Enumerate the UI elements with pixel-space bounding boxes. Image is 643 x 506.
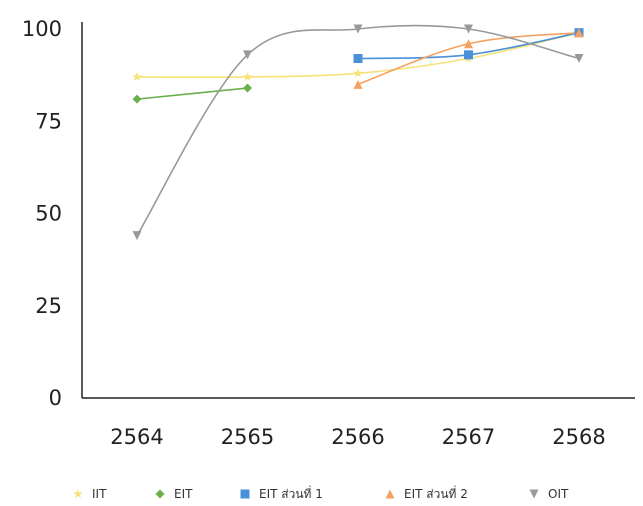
legend-marker xyxy=(385,489,395,499)
y-tick-labels: 0 25 50 75 100 xyxy=(22,17,62,410)
data-point xyxy=(243,83,252,93)
data-point xyxy=(353,24,363,34)
y-tick-label: 100 xyxy=(22,17,62,41)
data-point xyxy=(132,94,142,104)
data-point xyxy=(353,54,363,64)
data-point xyxy=(242,71,253,82)
data-point xyxy=(464,24,473,34)
data-point xyxy=(464,39,473,49)
legend-label: EIT ส่วนที่ 2 xyxy=(404,485,468,501)
data-point xyxy=(574,28,584,38)
y-tick-label: 75 xyxy=(35,109,62,133)
data-point xyxy=(353,68,363,78)
legend-marker xyxy=(155,489,165,499)
x-tick-label: 2565 xyxy=(221,425,274,449)
legend-marker xyxy=(240,489,250,499)
axes xyxy=(81,22,635,399)
legend-label: IIT xyxy=(92,487,107,501)
legend-marker xyxy=(529,489,539,499)
data-point xyxy=(464,50,473,60)
legend-label: EIT ส่วนที่ 1 xyxy=(259,485,323,501)
y-tick-label: 25 xyxy=(35,294,62,318)
series-markers xyxy=(132,24,584,241)
series-line-1 xyxy=(136,87,248,100)
data-point xyxy=(243,50,252,60)
legend: IIT EIT EIT ส่วนที่ 1 EIT ส่วนที่ 2 OIT xyxy=(73,485,569,501)
series-line-4 xyxy=(136,24,580,237)
legend-label: OIT xyxy=(548,487,569,501)
y-tick-label: 50 xyxy=(35,202,62,226)
data-point xyxy=(132,231,142,241)
data-point xyxy=(574,54,584,64)
legend-label: EIT xyxy=(174,487,193,501)
y-tick-label: 0 xyxy=(49,386,62,410)
x-tick-label: 2566 xyxy=(331,425,384,449)
data-point xyxy=(132,71,142,82)
data-point xyxy=(353,79,363,89)
x-tick-labels: 2564 2565 2566 2567 2568 xyxy=(110,425,605,449)
x-tick-label: 2567 xyxy=(442,425,495,449)
legend-marker xyxy=(73,489,83,499)
x-tick-label: 2564 xyxy=(110,425,163,449)
x-tick-label: 2568 xyxy=(552,425,605,449)
